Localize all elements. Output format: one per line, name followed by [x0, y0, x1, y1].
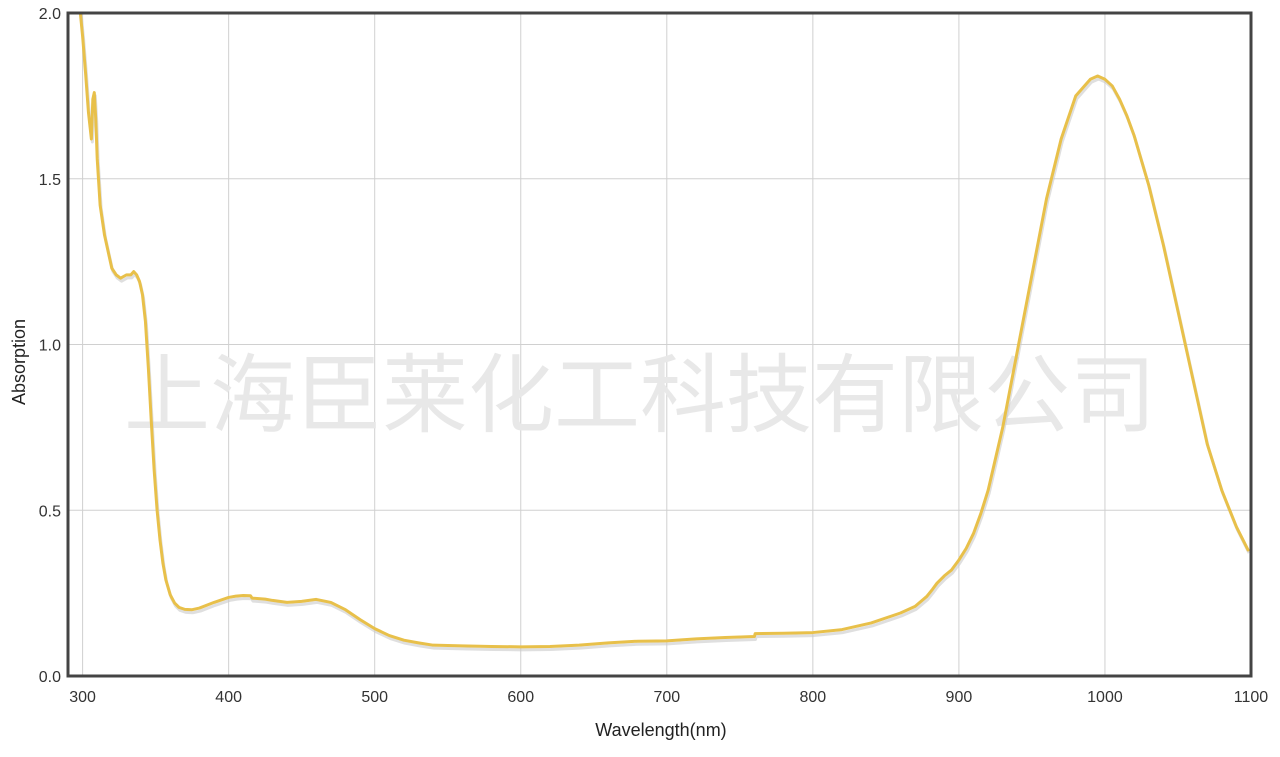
- series-line: [78, 13, 1250, 649]
- watermark-text: 上海臣莱化工科技有限公司: [124, 346, 1156, 446]
- x-tick-label: 900: [946, 689, 973, 706]
- x-tick-label: 1000: [1087, 689, 1123, 706]
- y-axis-title: Absorption: [9, 319, 29, 405]
- x-axis-title: Wavelength(nm): [595, 720, 726, 740]
- x-tick-label: 300: [69, 689, 96, 706]
- x-tick-label: 700: [653, 689, 680, 706]
- y-tick-label: 0.5: [39, 503, 61, 520]
- series-layer: [78, 13, 1251, 652]
- y-tick-label: 1.0: [39, 338, 61, 355]
- y-tick-label: 0.0: [39, 669, 61, 686]
- x-tick-label: 400: [215, 689, 242, 706]
- tick-labels: 300 400 500 600 700 800 900 1000 1100 0.0 0.5 1.0 1.…: [39, 6, 1269, 706]
- y-tick-label: 2.0: [39, 6, 61, 23]
- x-tick-label: 500: [361, 689, 388, 706]
- plot-frame: [66, 11, 1253, 678]
- x-tick-label: 1100: [1234, 689, 1269, 706]
- x-tick-label: 800: [800, 689, 827, 706]
- y-tick-label: 1.5: [39, 172, 61, 189]
- x-tick-label: 600: [507, 689, 534, 706]
